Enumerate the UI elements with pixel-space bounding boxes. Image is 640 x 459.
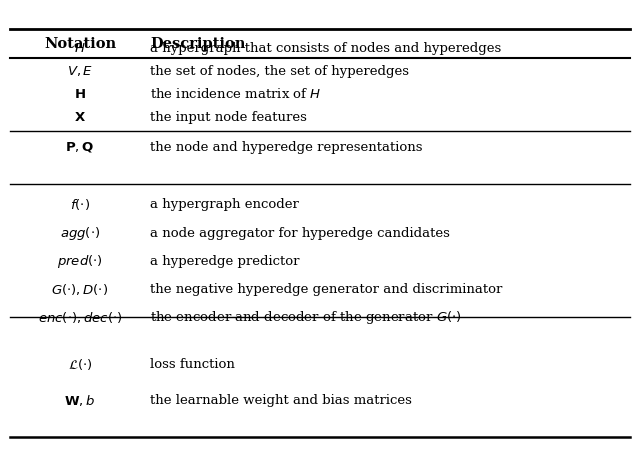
Text: the node and hyperedge representations: the node and hyperedge representations	[150, 140, 423, 153]
Text: $H$: $H$	[74, 42, 86, 55]
Text: the negative hyperedge generator and discriminator: the negative hyperedge generator and dis…	[150, 282, 503, 295]
Text: $\mathit{enc}(\cdot), \mathit{dec}(\cdot)$: $\mathit{enc}(\cdot), \mathit{dec}(\cdot…	[38, 309, 122, 324]
Text: $\mathit{pred}(\cdot)$: $\mathit{pred}(\cdot)$	[57, 252, 103, 269]
Text: Description: Description	[150, 37, 246, 51]
Text: the input node features: the input node features	[150, 111, 307, 123]
Text: $V, E$: $V, E$	[67, 64, 93, 78]
Text: the encoder and decoder of the generator $G(\cdot)$: the encoder and decoder of the generator…	[150, 308, 462, 325]
Text: a hypergraph that consists of nodes and hyperedges: a hypergraph that consists of nodes and …	[150, 42, 502, 55]
Text: the set of nodes, the set of hyperedges: the set of nodes, the set of hyperedges	[150, 65, 410, 78]
Text: Notation: Notation	[44, 37, 116, 51]
Text: $\mathcal{L}(\cdot)$: $\mathcal{L}(\cdot)$	[68, 356, 92, 371]
Text: the incidence matrix of $H$: the incidence matrix of $H$	[150, 87, 322, 101]
Text: $\mathit{agg}(\cdot)$: $\mathit{agg}(\cdot)$	[60, 224, 100, 241]
Text: $f(\cdot)$: $f(\cdot)$	[70, 197, 90, 212]
Text: $\mathbf{P}, \mathbf{Q}$: $\mathbf{P}, \mathbf{Q}$	[65, 140, 95, 154]
Text: $\mathbf{H}$: $\mathbf{H}$	[74, 88, 86, 101]
Text: $\mathbf{X}$: $\mathbf{X}$	[74, 111, 86, 123]
Text: a hypergraph encoder: a hypergraph encoder	[150, 198, 300, 211]
Text: the learnable weight and bias matrices: the learnable weight and bias matrices	[150, 393, 412, 406]
Text: $G(\cdot), D(\cdot)$: $G(\cdot), D(\cdot)$	[51, 281, 109, 296]
Text: a hyperedge predictor: a hyperedge predictor	[150, 254, 300, 267]
Text: $\mathbf{W}, b$: $\mathbf{W}, b$	[65, 392, 95, 407]
Text: a node aggregator for hyperedge candidates: a node aggregator for hyperedge candidat…	[150, 226, 451, 239]
Text: loss function: loss function	[150, 357, 236, 370]
